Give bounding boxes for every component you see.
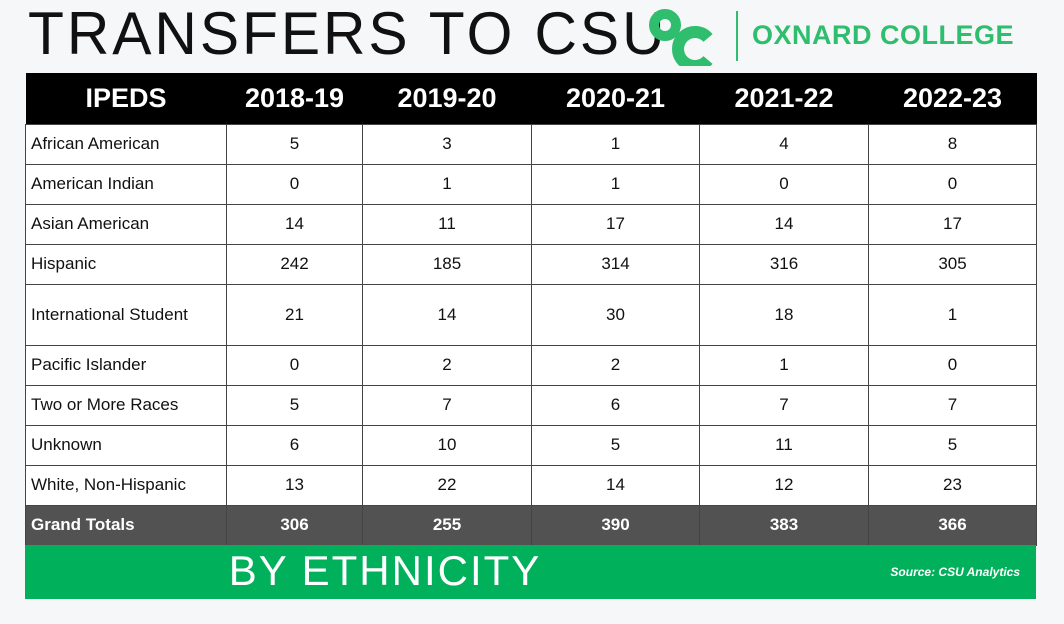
cell-value: 1 <box>699 344 869 386</box>
cell-value: 14 <box>699 203 869 245</box>
cell-value: 0 <box>699 163 869 205</box>
cell-value: 383 <box>699 504 869 546</box>
cell-value: 22 <box>362 464 532 506</box>
oxnard-college-logo <box>649 9 713 66</box>
row-label: American Indian <box>25 163 227 205</box>
cell-value: 12 <box>699 464 869 506</box>
cell-value: 6 <box>226 424 363 466</box>
cell-value: 314 <box>531 243 700 285</box>
header-row: IPEDS 2018-19 2019-20 2020-21 2021-22 2022-23 <box>25 73 1037 124</box>
cell-value: 21 <box>226 283 363 346</box>
cell-value: 5 <box>226 123 363 165</box>
cell-value: 366 <box>868 504 1037 546</box>
logo-divider <box>736 11 738 61</box>
table-row: American Indian 0 1 1 0 0 <box>25 163 1037 205</box>
column-header: IPEDS <box>25 73 227 124</box>
row-label: African American <box>25 123 227 165</box>
cell-value: 5 <box>226 384 363 426</box>
cell-value: 1 <box>868 283 1037 346</box>
table-row: African American 5 3 1 4 8 <box>25 123 1037 165</box>
cell-value: 7 <box>362 384 532 426</box>
cell-value: 17 <box>531 203 700 245</box>
cell-value: 255 <box>362 504 532 546</box>
cell-value: 1 <box>531 163 700 205</box>
cell-value: 8 <box>868 123 1037 165</box>
cell-value: 316 <box>699 243 869 285</box>
table-row: Pacific Islander 0 2 2 1 0 <box>25 344 1037 386</box>
cell-value: 5 <box>868 424 1037 466</box>
column-header: 2022-23 <box>868 73 1037 124</box>
cell-value: 1 <box>362 163 532 205</box>
transfers-table: IPEDS 2018-19 2019-20 2020-21 2021-22 2022-23… <box>25 73 1037 546</box>
cell-value: 14 <box>531 464 700 506</box>
cell-value: 11 <box>699 424 869 466</box>
column-header: 2019-20 <box>362 73 532 124</box>
cell-value: 3 <box>362 123 532 165</box>
cell-value: 7 <box>868 384 1037 426</box>
table-row: White, Non-Hispanic 13 22 14 12 23 <box>25 464 1037 506</box>
row-label: Pacific Islander <box>25 344 227 386</box>
table-row: Unknown 6 10 5 11 5 <box>25 424 1037 466</box>
cell-value: 1 <box>531 123 700 165</box>
cell-value: 0 <box>226 163 363 205</box>
cell-value: 7 <box>699 384 869 426</box>
row-label: White, Non-Hispanic <box>25 464 227 506</box>
subtitle: BY ETHNICITY <box>228 547 542 594</box>
page-title: TRANSFERS TO CSU <box>28 0 668 67</box>
total-row: Grand Totals 306 255 390 383 366 <box>25 504 1037 546</box>
cell-value: 11 <box>362 203 532 245</box>
cell-value: 17 <box>868 203 1037 245</box>
row-label: Two or More Races <box>25 384 227 426</box>
column-header: 2020-21 <box>531 73 700 124</box>
table-row: Two or More Races 5 7 6 7 7 <box>25 384 1037 426</box>
college-name: OXNARD COLLEGE <box>752 20 1015 50</box>
cell-value: 2 <box>531 344 700 386</box>
column-header: 2021-22 <box>699 73 869 124</box>
cell-value: 14 <box>362 283 532 346</box>
table-row: Hispanic 242 185 314 316 305 <box>25 243 1037 285</box>
cell-value: 4 <box>699 123 869 165</box>
cell-value: 0 <box>868 344 1037 386</box>
cell-value: 306 <box>226 504 363 546</box>
cell-value: 5 <box>531 424 700 466</box>
footer-banner: BY ETHNICITY Source: CSU Analytics <box>25 545 1036 599</box>
cell-value: 10 <box>362 424 532 466</box>
cell-value: 2 <box>362 344 532 386</box>
cell-value: 0 <box>868 163 1037 205</box>
cell-value: 305 <box>868 243 1037 285</box>
row-label: Hispanic <box>25 243 227 285</box>
column-header: 2018-19 <box>226 73 363 124</box>
source-note: Source: CSU Analytics <box>890 565 1020 579</box>
cell-value: 23 <box>868 464 1037 506</box>
cell-value: 14 <box>226 203 363 245</box>
cell-value: 30 <box>531 283 700 346</box>
cell-value: 0 <box>226 344 363 386</box>
cell-value: 6 <box>531 384 700 426</box>
cell-value: 13 <box>226 464 363 506</box>
table-row: International Student 21 14 30 18 1 <box>25 283 1037 346</box>
row-label: Unknown <box>25 424 227 466</box>
cell-value: 18 <box>699 283 869 346</box>
cell-value: 185 <box>362 243 532 285</box>
table-row: Asian American 14 11 17 14 17 <box>25 203 1037 245</box>
row-label: Grand Totals <box>25 504 227 546</box>
cell-value: 242 <box>226 243 363 285</box>
row-label: Asian American <box>25 203 227 245</box>
cell-value: 390 <box>531 504 700 546</box>
row-label: International Student <box>25 283 227 346</box>
